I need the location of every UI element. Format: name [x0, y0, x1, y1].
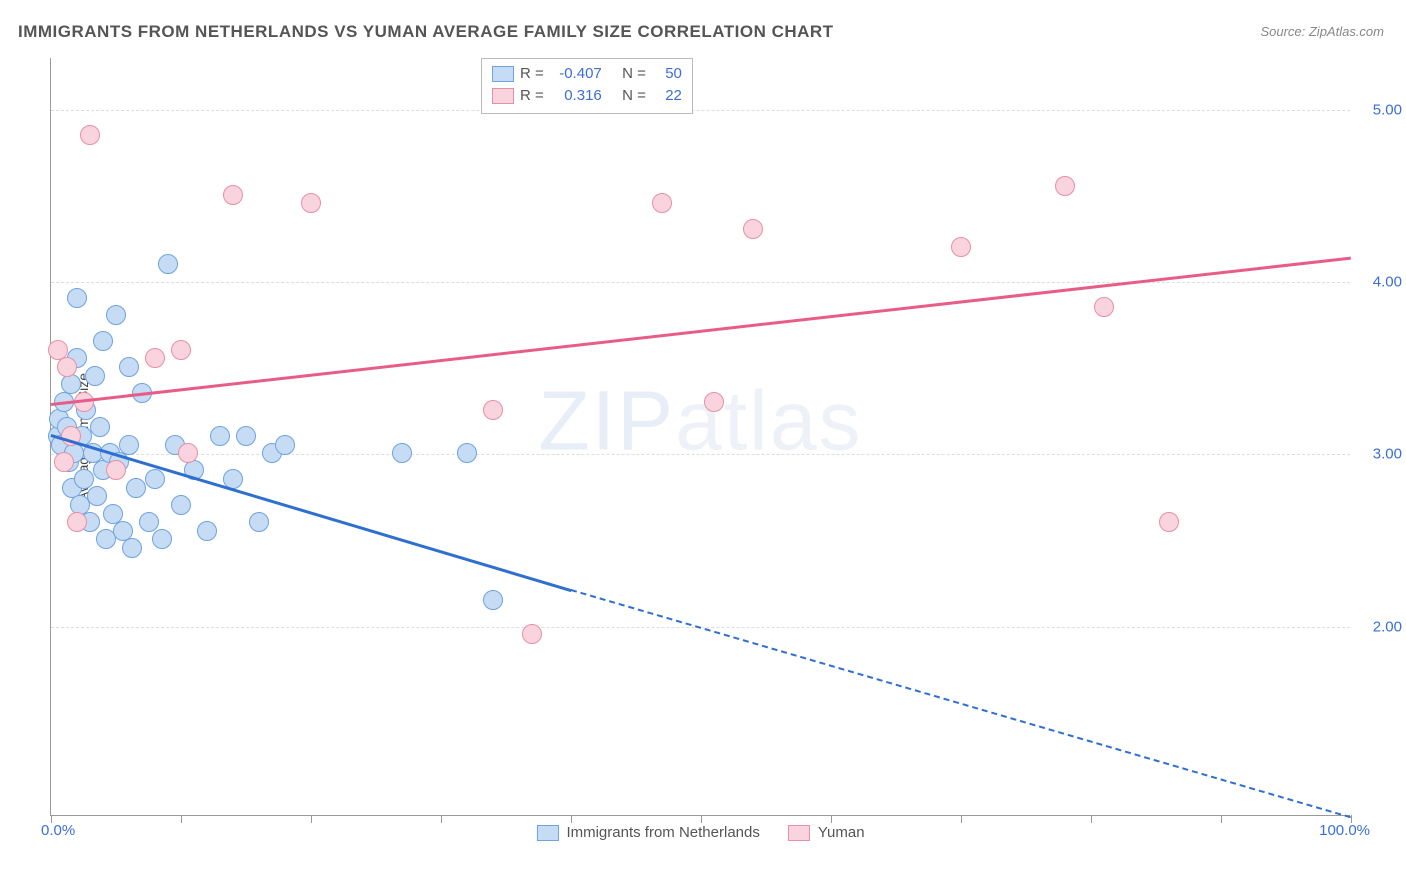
legend-item-1: Immigrants from Netherlands [536, 824, 759, 841]
source-name: ZipAtlas.com [1309, 24, 1384, 39]
x-tick [571, 815, 572, 823]
data-point [1159, 512, 1179, 532]
x-tick [701, 815, 702, 823]
data-point [1094, 297, 1114, 317]
swatch-series-1 [492, 66, 514, 82]
data-point [87, 486, 107, 506]
n-label-1: N = [622, 63, 646, 85]
data-point [90, 417, 110, 437]
x-tick [181, 815, 182, 823]
r-label-2: R = [520, 85, 544, 107]
data-point [67, 512, 87, 532]
data-point [197, 521, 217, 541]
r-label-1: R = [520, 63, 544, 85]
trend-line [571, 589, 1352, 818]
swatch-series-2 [492, 88, 514, 104]
x-min-label: 0.0% [41, 822, 75, 839]
x-tick [961, 815, 962, 823]
stats-row-series-2: R = 0.316 N = 22 [492, 85, 682, 107]
data-point [483, 400, 503, 420]
chart-title: IMMIGRANTS FROM NETHERLANDS VS YUMAN AVE… [18, 22, 834, 42]
data-point [139, 512, 159, 532]
x-tick [51, 815, 52, 823]
data-point [236, 426, 256, 446]
series-legend: Immigrants from Netherlands Yuman [536, 824, 864, 841]
data-point [93, 331, 113, 351]
trend-line [51, 256, 1351, 405]
data-point [61, 374, 81, 394]
r-value-1: -0.407 [550, 63, 602, 85]
data-point [392, 443, 412, 463]
data-point [119, 357, 139, 377]
trend-line [51, 434, 572, 591]
r-value-2: 0.316 [550, 85, 602, 107]
n-value-2: 22 [652, 85, 682, 107]
n-label-2: N = [622, 85, 646, 107]
data-point [178, 443, 198, 463]
x-tick [311, 815, 312, 823]
legend-label-1: Immigrants from Netherlands [566, 824, 759, 841]
gridline [51, 110, 1350, 111]
data-point [122, 538, 142, 558]
data-point [301, 193, 321, 213]
gridline [51, 282, 1350, 283]
data-point [106, 305, 126, 325]
data-point [223, 185, 243, 205]
stats-legend: R = -0.407 N = 50 R = 0.316 N = 22 [481, 58, 693, 114]
data-point [704, 392, 724, 412]
data-point [171, 340, 191, 360]
source-attribution: Source: ZipAtlas.com [1260, 24, 1384, 39]
data-point [483, 590, 503, 610]
legend-label-2: Yuman [818, 824, 865, 841]
data-point [152, 529, 172, 549]
legend-swatch-2 [788, 825, 810, 841]
y-tick-label: 3.00 [1373, 446, 1402, 463]
x-max-label: 100.0% [1319, 822, 1370, 839]
data-point [145, 469, 165, 489]
plot-area: ZIPatlas Average Family Size 0.0% 100.0%… [50, 58, 1350, 816]
x-tick [441, 815, 442, 823]
data-point [1055, 176, 1075, 196]
data-point [85, 366, 105, 386]
data-point [457, 443, 477, 463]
data-point [126, 478, 146, 498]
legend-item-2: Yuman [788, 824, 865, 841]
data-point [652, 193, 672, 213]
gridline [51, 454, 1350, 455]
n-value-1: 50 [652, 63, 682, 85]
watermark: ZIPatlas [538, 373, 862, 470]
data-point [249, 512, 269, 532]
y-tick-label: 2.00 [1373, 618, 1402, 635]
data-point [210, 426, 230, 446]
data-point [119, 435, 139, 455]
data-point [57, 357, 77, 377]
source-prefix: Source: [1260, 24, 1308, 39]
data-point [145, 348, 165, 368]
data-point [74, 469, 94, 489]
data-point [54, 452, 74, 472]
data-point [275, 435, 295, 455]
data-point [67, 288, 87, 308]
stats-row-series-1: R = -0.407 N = 50 [492, 63, 682, 85]
data-point [171, 495, 191, 515]
data-point [158, 254, 178, 274]
legend-swatch-1 [536, 825, 558, 841]
x-tick [1091, 815, 1092, 823]
data-point [522, 624, 542, 644]
data-point [743, 219, 763, 239]
data-point [80, 125, 100, 145]
x-tick [831, 815, 832, 823]
data-point [106, 460, 126, 480]
x-tick [1221, 815, 1222, 823]
y-tick-label: 4.00 [1373, 273, 1402, 290]
y-tick-label: 5.00 [1373, 101, 1402, 118]
data-point [951, 237, 971, 257]
